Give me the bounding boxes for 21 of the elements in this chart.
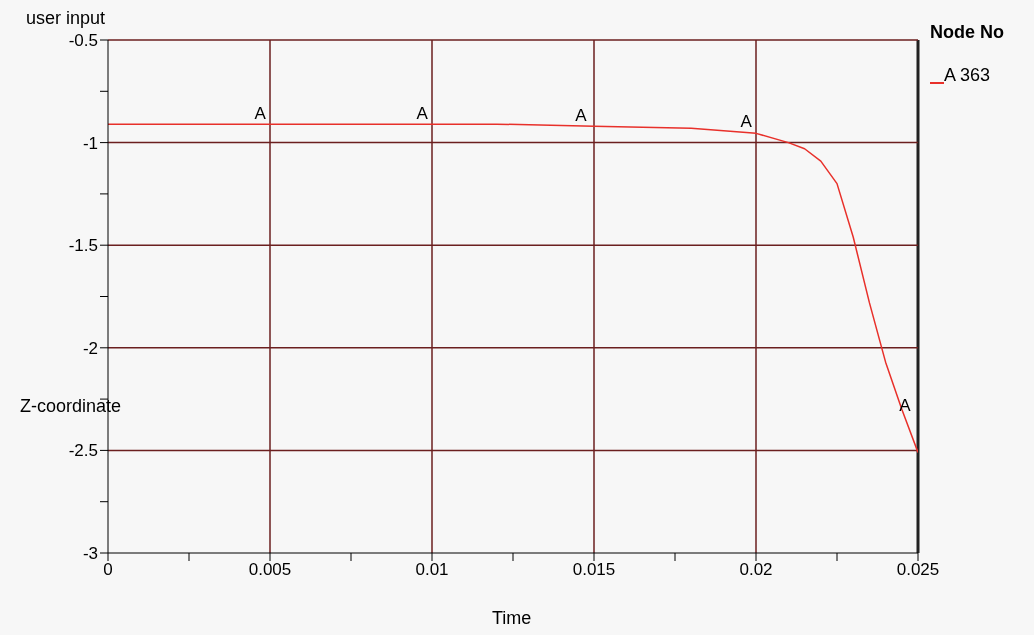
annotation: A <box>254 104 267 124</box>
annotation: A <box>416 104 429 124</box>
y-tick-label: -1.5 <box>68 236 98 256</box>
x-tick-label: 0 <box>103 560 113 580</box>
y-axis-title: Z-coordinate <box>20 396 122 417</box>
x-axis-title: Time <box>492 608 532 629</box>
x-tick-label: 0.015 <box>572 560 616 580</box>
x-tick-label: 0.005 <box>248 560 292 580</box>
y-tick-label: -3 <box>82 544 98 564</box>
x-tick-label: 0.01 <box>415 560 449 580</box>
annotation: A <box>740 112 753 132</box>
y-tick-label: -1 <box>82 133 98 153</box>
chart-title: user input <box>26 8 106 29</box>
y-tick-label: -2 <box>82 338 98 358</box>
legend-label: A 363 <box>944 65 991 86</box>
y-tick-label: -2.5 <box>68 441 98 461</box>
legend-title: Node No <box>930 22 1004 43</box>
annotation: A <box>575 106 588 126</box>
y-tick-label: -0.5 <box>68 31 98 51</box>
x-tick-label: 0.025 <box>896 560 940 580</box>
x-tick-label: 0.02 <box>739 560 773 580</box>
